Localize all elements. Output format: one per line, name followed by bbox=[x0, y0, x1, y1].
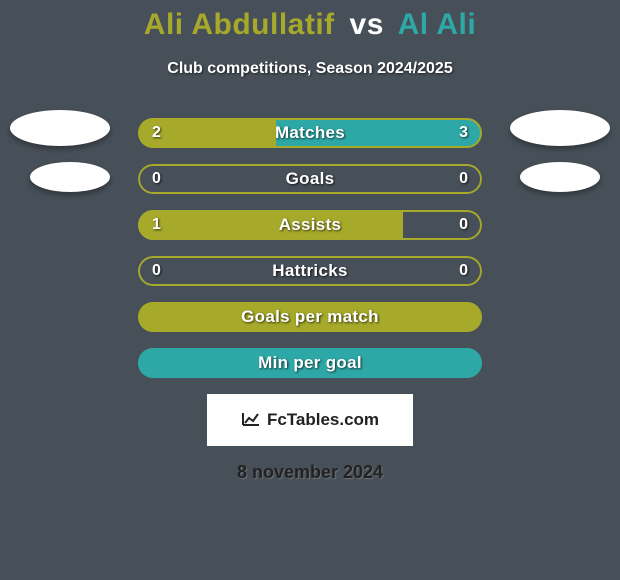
stat-bar: 00Hattricks bbox=[138, 256, 482, 286]
stat-bar: Goals per match bbox=[138, 302, 482, 332]
stat-row: 00Hattricks bbox=[0, 248, 620, 294]
player-avatar-right bbox=[510, 110, 610, 146]
stat-label: Matches bbox=[138, 118, 482, 148]
logo-text: FcTables.com bbox=[267, 410, 379, 430]
title-vs: vs bbox=[350, 8, 384, 41]
player-avatar-left bbox=[30, 162, 110, 192]
title-player1: Ali Abdullatif bbox=[144, 8, 335, 41]
stat-label: Goals per match bbox=[138, 302, 482, 332]
stat-rows: 23Matches 00Goals 10Assists 00Hattricks Goal… bbox=[0, 110, 620, 386]
stat-label: Goals bbox=[138, 164, 482, 194]
stat-bar: 10Assists bbox=[138, 210, 482, 240]
stat-label: Min per goal bbox=[138, 348, 482, 378]
player-avatar-right bbox=[520, 162, 600, 192]
comparison-card: Ali Abdullatif vs Al Ali Club competitio… bbox=[0, 0, 620, 580]
stat-row: 10Assists bbox=[0, 202, 620, 248]
logo-box[interactable]: FcTables.com bbox=[207, 394, 413, 446]
stat-bar: 00Goals bbox=[138, 164, 482, 194]
stat-bar: 23Matches bbox=[138, 118, 482, 148]
stat-row: 23Matches bbox=[0, 110, 620, 156]
player-avatar-left bbox=[10, 110, 110, 146]
stat-row: Goals per match bbox=[0, 294, 620, 340]
stat-row: 00Goals bbox=[0, 156, 620, 202]
stat-row: Min per goal bbox=[0, 340, 620, 386]
subtitle: Club competitions, Season 2024/2025 bbox=[0, 60, 620, 78]
date: 8 november 2024 bbox=[0, 462, 620, 483]
chart-icon bbox=[241, 411, 261, 430]
stat-bar: Min per goal bbox=[138, 348, 482, 378]
stat-label: Hattricks bbox=[138, 256, 482, 286]
stat-label: Assists bbox=[138, 210, 482, 240]
title: Ali Abdullatif vs Al Ali bbox=[0, 8, 620, 42]
title-player2: Al Ali bbox=[398, 8, 477, 41]
